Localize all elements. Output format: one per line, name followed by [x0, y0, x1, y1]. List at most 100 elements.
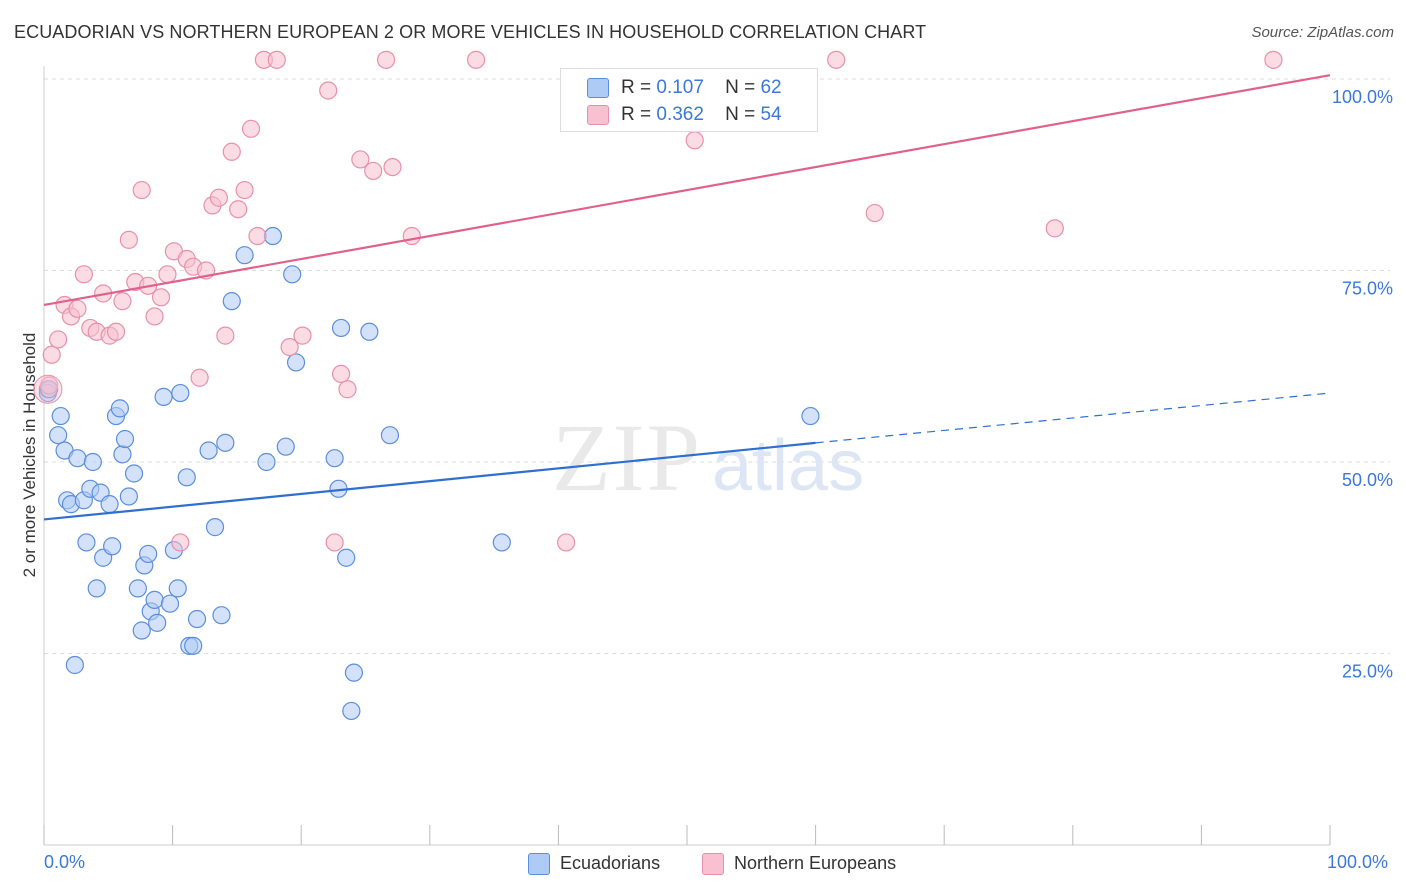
ecuadorians-points: [38, 226, 820, 721]
northern-europeans-point: [49, 330, 68, 349]
x-tick-label-min: 0.0%: [44, 852, 86, 872]
northern-europeans-point: [557, 533, 576, 552]
r-label: R =: [621, 77, 652, 98]
northern-europeans-point: [383, 157, 402, 177]
legend-row-text: R = 0.107 N = 62: [621, 77, 782, 99]
legend-label-ecuadorians: Ecuadorians: [560, 853, 661, 873]
northern-europeans-point: [685, 131, 704, 150]
northern-europeans-point: [235, 180, 254, 200]
ecuadorians-point: [286, 353, 306, 372]
northern-europeans-point: [158, 265, 177, 284]
northern-europeans-point: [402, 226, 421, 246]
ecuadorians-point: [148, 613, 167, 632]
ecuadorians-point: [205, 518, 225, 537]
ecuadorians-point: [263, 226, 283, 246]
northern-europeans-point: [331, 364, 351, 384]
ecuadorians-point: [49, 426, 68, 445]
ecuadorians-point: [145, 590, 164, 609]
chart-title: ECUADORIAN VS NORTHERN EUROPEAN 2 OR MOR…: [14, 22, 927, 42]
grid-lines: [44, 78, 1390, 654]
northern-europeans-point: [190, 368, 209, 387]
northern-europeans-point: [171, 533, 190, 552]
ecuadorians-point: [103, 537, 122, 556]
ecuadorians-swatch: [587, 78, 609, 98]
ecuadorians-point: [154, 387, 173, 406]
northern-europeans-swatch: [587, 105, 609, 125]
axes: [43, 66, 1331, 846]
northern-europeans-trend-line: [43, 74, 1331, 307]
northern-europeans-point: [42, 345, 61, 364]
northern-europeans-point: [280, 338, 299, 357]
northern-europeans-point: [338, 380, 357, 399]
legend-row-text: R = 0.362 N = 54: [621, 104, 782, 126]
r-value-ecuadorians: 0.107: [656, 77, 704, 98]
ecuadorians-trend-extension: [815, 392, 1331, 444]
watermark-zip: ZIP: [552, 404, 702, 511]
northern-europeans-point: [1045, 219, 1064, 238]
n-value-ecuadorians: 62: [760, 77, 782, 98]
northern-europeans-point: [376, 50, 396, 69]
northern-europeans-point: [1264, 50, 1283, 69]
northern-europeans-point: [40, 376, 59, 395]
correlation-legend: R = 0.107 N = 62 R = 0.362 N = 54: [560, 68, 818, 132]
northern-europeans-point: [151, 288, 171, 307]
ecuadorians-point: [492, 533, 511, 552]
northern-europeans-point: [222, 142, 241, 161]
ecuadorians-point: [132, 621, 151, 640]
northern-europeans-point: [119, 230, 138, 249]
ecuadorians-point: [115, 429, 135, 449]
northern-europeans-point: [364, 161, 383, 181]
ecuadorians-point: [216, 433, 235, 452]
ecuadorians-point: [139, 544, 158, 564]
ecuadorians-point: [222, 292, 241, 311]
ecuadorians-point: [257, 452, 276, 472]
watermark-atlas: atlas: [712, 426, 864, 506]
ecuadorians-point: [87, 579, 106, 598]
y-tick-label: 50.0%: [1342, 470, 1393, 490]
ecuadorians-trend-line: [43, 441, 816, 521]
northern-europeans-point: [209, 188, 228, 207]
ecuadorians-point: [325, 449, 344, 468]
ecuadorians-point: [360, 322, 379, 341]
ecuadorians-point: [337, 548, 356, 567]
northern-europeans-point: [466, 50, 486, 69]
ecuadorians-point: [128, 579, 147, 598]
source-label: Source: ZipAtlas.com: [1251, 24, 1394, 41]
ecuadorians-point: [276, 437, 295, 456]
r-value-northern-europeans: 0.362: [656, 104, 704, 125]
ecuadorians-point: [187, 609, 207, 629]
ecuadorians-point: [113, 445, 132, 464]
northern-europeans-points: [33, 50, 1283, 552]
y-tick-label: 25.0%: [1342, 662, 1393, 682]
r-label: R =: [621, 104, 652, 125]
northern-europeans-point: [132, 180, 151, 200]
ecuadorians-legend-swatch: [528, 853, 550, 875]
ecuadorians-point: [119, 487, 138, 506]
northern-europeans-point: [106, 322, 126, 341]
ecuadorians-point: [51, 406, 70, 426]
ecuadorians-point: [83, 452, 102, 472]
ecuadorians-point: [110, 399, 129, 418]
northern-europeans-point: [68, 299, 87, 318]
ecuadorians-point: [100, 495, 119, 514]
ecuadorians-point: [68, 449, 87, 468]
northern-europeans-point: [248, 226, 267, 246]
ecuadorians-point: [124, 464, 144, 483]
ecuadorians-point: [184, 636, 203, 655]
x-tick-label-max: 100.0%: [1327, 852, 1389, 872]
y-tick-label: 100.0%: [1332, 87, 1393, 107]
ecuadorians-point: [212, 606, 231, 625]
ecuadorians-point: [177, 468, 196, 487]
ecuadorians-point: [65, 655, 84, 675]
northern-europeans-point: [325, 533, 344, 552]
northern-europeans-point: [267, 50, 286, 69]
n-label: N =: [725, 104, 756, 125]
northern-europeans-point: [145, 307, 164, 326]
ecuadorians-point: [171, 383, 190, 403]
northern-europeans-point: [241, 119, 261, 138]
northern-europeans-point: [865, 203, 884, 223]
northern-europeans-point: [293, 326, 312, 345]
northern-europeans-point: [319, 81, 338, 100]
northern-europeans-point: [351, 150, 370, 169]
